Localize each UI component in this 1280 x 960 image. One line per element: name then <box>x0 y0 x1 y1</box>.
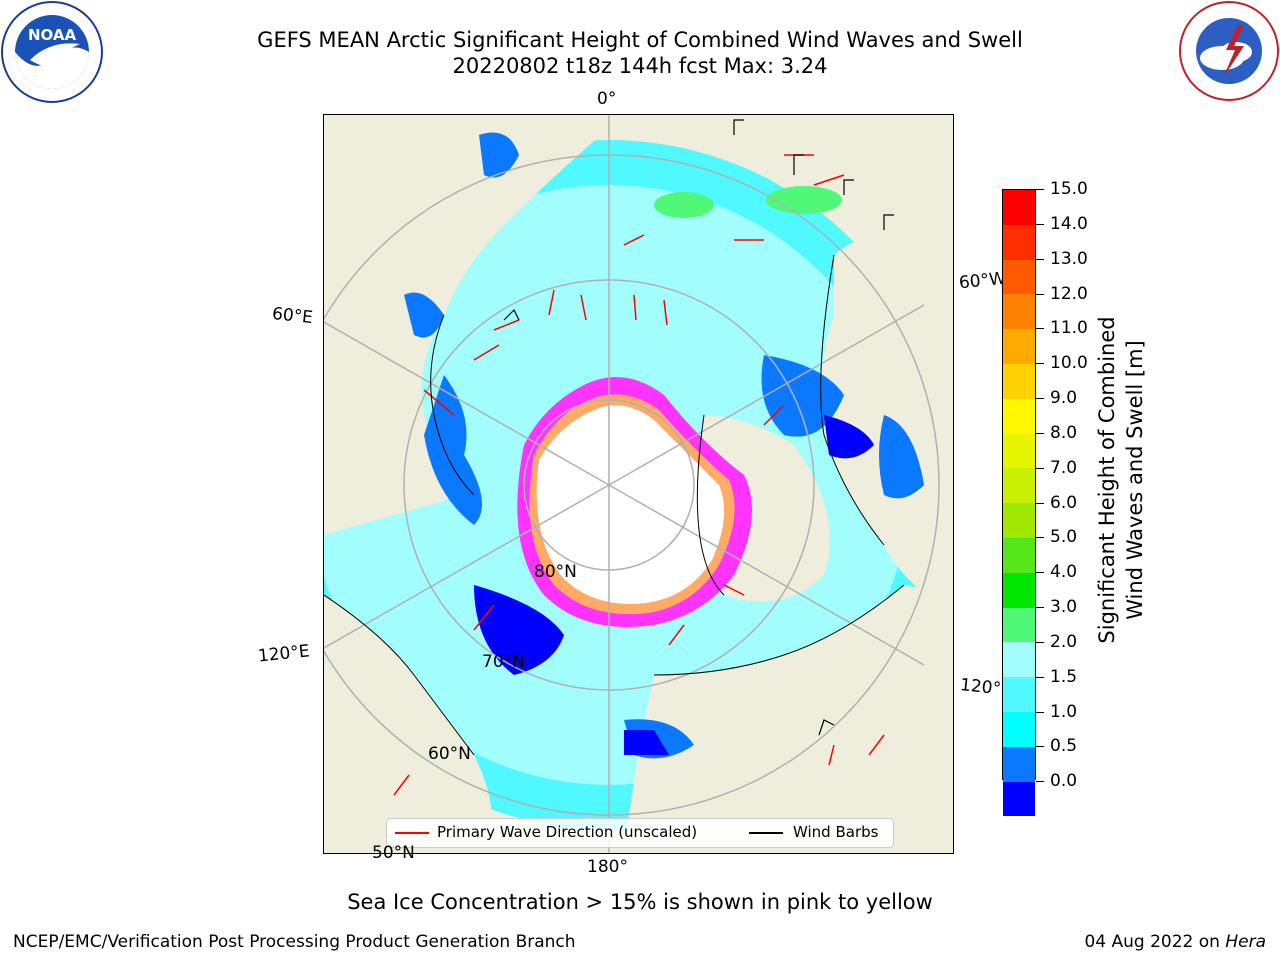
colorbar-bin-1 <box>1003 711 1035 747</box>
wave-shelf-north <box>479 132 519 178</box>
colorbar-bin-9 <box>1003 398 1035 434</box>
colorbar-bin-14 <box>1003 224 1035 260</box>
lon-label-60w: 60°W <box>958 268 1007 294</box>
lat-label-70n: 70°N <box>482 652 525 672</box>
colorbar-tick: 14.0 <box>1050 214 1088 234</box>
arctic-map: Primary Wave Direction (unscaled) Wind B… <box>323 114 954 854</box>
lon-label-60e: 60°E <box>271 303 314 329</box>
lat-label-50n: 50°N <box>372 843 415 863</box>
colorbar-tick: 0.5 <box>1050 736 1078 756</box>
sea-ice-subtitle: Sea Ice Concentration > 15% is shown in … <box>347 890 933 914</box>
wave-direction-arrows <box>393 154 885 796</box>
lon-label-0: 0° <box>597 89 617 109</box>
colorbar-tick: 15.0 <box>1050 179 1088 199</box>
colorbar-tick: 11.0 <box>1050 318 1088 338</box>
primary-wave-legend-swatch <box>395 832 429 834</box>
wind-barbs-legend-swatch <box>749 832 783 834</box>
colorbar-tick: 5.0 <box>1050 527 1078 547</box>
colorbar-bin-2 <box>1003 642 1035 678</box>
wave-patch-green-1 <box>654 192 714 218</box>
colorbar-tick: 2.0 <box>1050 632 1078 652</box>
footer-machine: Hera <box>1225 932 1266 952</box>
colorbar-tick: 3.0 <box>1050 597 1078 617</box>
land-siberia-east <box>324 595 492 853</box>
plot-title-line1: GEFS MEAN Arctic Significant Height of C… <box>257 28 1023 52</box>
noaa-logo: NOAA <box>0 0 104 104</box>
wave-shelf-bering-deep <box>624 730 669 755</box>
primary-wave-legend-label: Primary Wave Direction (unscaled) <box>437 823 698 841</box>
plot-title-line2: 20220802 t18z 144h fcst Max: 3.24 <box>452 54 828 78</box>
graticule <box>324 115 940 853</box>
colorbar-bin-5 <box>1003 537 1035 573</box>
colorbar-bin-12 <box>1003 294 1035 330</box>
colorbar-tick: 7.0 <box>1050 458 1078 478</box>
colorbar-tick: 0.0 <box>1050 771 1078 791</box>
footer-branch: NCEP/EMC/Verification Post Processing Pr… <box>13 932 576 952</box>
colorbar-tick: 9.0 <box>1050 388 1078 408</box>
wave-shelf-greenland-east <box>879 415 924 499</box>
colorbar-label-line2: Wind Waves and Swell [m] <box>1123 340 1147 620</box>
wave-shelf-baffin-deep <box>824 415 874 459</box>
coastlines <box>324 254 905 756</box>
lon-label-120e: 120°E <box>257 641 311 667</box>
colorbar <box>1002 189 1036 817</box>
lon-label-180: 180° <box>587 857 628 877</box>
nws-logo <box>1178 0 1280 102</box>
colorbar-bin-7 <box>1003 468 1035 504</box>
sea-ice-pack <box>536 405 725 604</box>
colorbar-bin-13 <box>1003 259 1035 295</box>
colorbar-bin-11 <box>1003 329 1035 364</box>
colorbar-bin-4 <box>1003 572 1035 608</box>
footer-date: 04 Aug 2022 on Hera <box>1084 932 1266 952</box>
colorbar-tick: 8.0 <box>1050 423 1078 443</box>
footer-date-text: 04 Aug 2022 on <box>1084 932 1226 952</box>
colorbar-label-line1: Significant Height of Combined <box>1095 316 1119 643</box>
lat-label-60n: 60°N <box>428 744 471 764</box>
land-eurasia-west <box>324 115 624 535</box>
colorbar-tick: 1.5 <box>1050 667 1078 687</box>
map-legend: Primary Wave Direction (unscaled) Wind B… <box>386 818 894 848</box>
wave-patch-green-2 <box>766 186 842 214</box>
colorbar-tick: 6.0 <box>1050 493 1078 513</box>
colorbar-tick: 10.0 <box>1050 353 1088 373</box>
colorbar-bin-6 <box>1003 503 1035 538</box>
wave-shelf-baltic <box>404 292 444 338</box>
colorbar-tick: 13.0 <box>1050 249 1088 269</box>
lat-label-80n: 80°N <box>534 562 577 582</box>
wave-shelf-laptev <box>474 585 564 675</box>
colorbar-bin-3 <box>1003 607 1035 643</box>
colorbar-bin-0-5 <box>1003 746 1035 782</box>
colorbar-label: Significant Height of Combined Wind Wave… <box>1080 290 1176 670</box>
colorbar-bin-15 <box>1003 190 1035 225</box>
colorbar-bin-0 <box>1003 781 1035 817</box>
svg-text:NOAA: NOAA <box>28 26 77 44</box>
colorbar-bin-1-5 <box>1003 677 1035 712</box>
colorbar-tick: 1.0 <box>1050 702 1078 722</box>
colorbar-bin-10 <box>1003 363 1035 399</box>
colorbar-tick: 4.0 <box>1050 562 1078 582</box>
colorbar-bin-8 <box>1003 433 1035 469</box>
wind-barbs-legend-label: Wind Barbs <box>793 823 879 841</box>
wind-barbs <box>503 119 894 736</box>
colorbar-tick: 12.0 <box>1050 284 1088 304</box>
land-alaska-canada <box>624 585 953 853</box>
